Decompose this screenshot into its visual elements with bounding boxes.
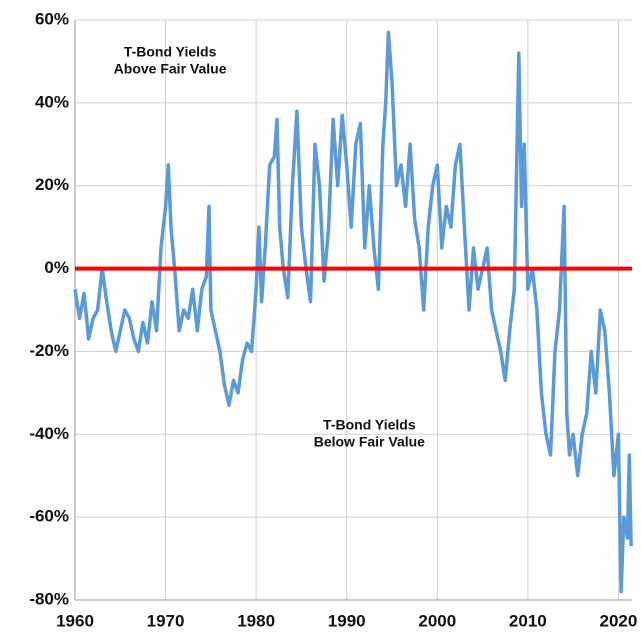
x-tick-label: 1980 — [237, 611, 275, 630]
x-tick-label: 2020 — [600, 611, 638, 630]
y-tick-label: 20% — [35, 175, 69, 194]
x-tick-label: 2000 — [418, 611, 456, 630]
y-tick-label: 40% — [35, 92, 69, 111]
y-tick-label: -40% — [29, 424, 69, 443]
annotation: T-Bond Yields — [323, 416, 416, 432]
x-tick-label: 1970 — [147, 611, 185, 630]
y-tick-label: -80% — [29, 589, 69, 608]
annotation: Above Fair Value — [114, 61, 227, 77]
annotation: T-Bond Yields — [124, 44, 217, 60]
y-tick-label: -20% — [29, 341, 69, 360]
data-line — [73, 30, 633, 594]
x-tick-label: 1990 — [328, 611, 366, 630]
x-tick-label: 1960 — [56, 611, 94, 630]
y-tick-label: 0% — [44, 258, 69, 277]
x-tick-label: 2010 — [509, 611, 547, 630]
y-tick-label: 60% — [35, 9, 69, 28]
y-tick-label: -60% — [29, 507, 69, 526]
annotation: Below Fair Value — [314, 433, 425, 449]
